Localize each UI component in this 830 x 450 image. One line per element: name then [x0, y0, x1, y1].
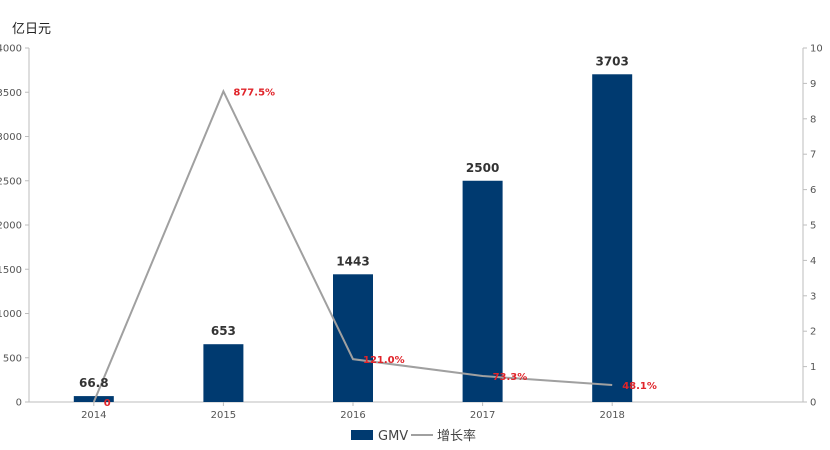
gmv-bar-label: 2500 — [466, 161, 499, 175]
gmv-bar-label: 1443 — [336, 254, 369, 268]
legend-label-growth: 增长率 — [437, 428, 476, 444]
right-tick-label: 0 — [810, 398, 816, 409]
x-axis-ticks: 2014 2015 2016 2017 2018 — [81, 402, 625, 421]
left-tick-label: 2500 — [0, 176, 22, 187]
x-tick-label: 2015 — [211, 410, 236, 421]
legend: GMV 增长率 — [351, 428, 476, 444]
growth-line-labels: 0 877.5% 121.0% 73.3% 48.1% — [104, 87, 657, 409]
growth-point-label: 73.3% — [493, 372, 528, 383]
right-tick-label: 9 — [810, 79, 816, 90]
growth-line — [92, 88, 613, 403]
left-tick-label: 3000 — [0, 132, 22, 143]
growth-line-layer — [92, 88, 613, 403]
left-tick-label: 500 — [3, 353, 22, 364]
right-tick-label: 5 — [810, 221, 816, 232]
legend-swatch-gmv — [351, 430, 373, 440]
left-tick-label: 0 — [16, 398, 22, 409]
right-tick-label: 4 — [810, 256, 816, 267]
left-tick-label: 2000 — [0, 221, 22, 232]
right-tick-label: 2 — [810, 327, 816, 338]
right-tick-label: 8 — [810, 114, 816, 125]
growth-point-label: 877.5% — [233, 87, 275, 98]
y-unit-label: 亿日元 — [12, 22, 51, 37]
right-tick-label: 3 — [810, 291, 816, 302]
right-tick-label: 10 — [810, 44, 823, 55]
right-tick-label: 6 — [810, 185, 816, 196]
left-tick-label: 3500 — [0, 88, 22, 99]
gmv-bar-label: 3703 — [595, 54, 628, 68]
gmv-bar — [592, 74, 633, 403]
x-tick-label: 2018 — [599, 410, 624, 421]
left-tick-label: 1000 — [0, 309, 22, 320]
growth-point-label: 0 — [104, 398, 111, 409]
gmv-bars — [73, 74, 633, 403]
growth-point-label: 121.0% — [363, 355, 405, 366]
left-axis-ticks: 0 500 1000 1500 2000 2500 3000 3500 4000 — [0, 44, 29, 409]
gmv-bar-labels: 66.8 653 1443 2500 3703 — [79, 54, 629, 390]
growth-point-label: 48.1% — [622, 381, 657, 392]
legend-label-gmv: GMV — [378, 429, 408, 444]
gmv-bar — [203, 344, 244, 402]
gmv-bar — [73, 396, 114, 402]
gmv-bar-label: 66.8 — [79, 376, 109, 390]
x-tick-label: 2017 — [470, 410, 495, 421]
x-tick-label: 2016 — [340, 410, 365, 421]
right-tick-label: 1 — [810, 362, 816, 373]
right-tick-label: 7 — [810, 150, 816, 161]
right-axis-ticks: 0 1 2 3 4 5 6 7 8 9 10 — [803, 44, 823, 409]
left-tick-label: 4000 — [0, 44, 22, 55]
left-tick-label: 1500 — [0, 265, 22, 276]
gmv-bar — [462, 180, 503, 402]
gmv-bar-label: 653 — [211, 324, 236, 338]
gmv-bar — [333, 274, 373, 402]
x-tick-label: 2014 — [81, 410, 106, 421]
